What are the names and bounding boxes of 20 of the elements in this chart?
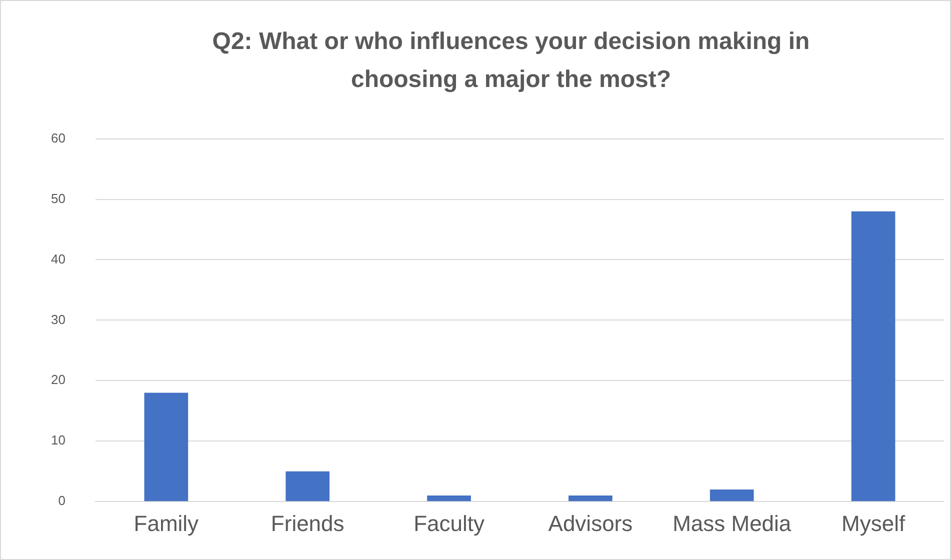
x-tick-label: Family <box>134 510 199 536</box>
bar <box>710 490 754 502</box>
x-tick-label: Advisors <box>548 510 633 536</box>
bar <box>286 471 330 502</box>
x-tick-label: Friends <box>270 510 344 536</box>
bar <box>568 496 612 502</box>
x-tick-label: Faculty <box>414 510 484 536</box>
y-tick-label: 50 <box>50 190 66 206</box>
x-tick-label: Myself <box>842 510 906 536</box>
bar <box>427 496 471 502</box>
chart-title: Q2: What or who influences your decision making in choosing a major the most? <box>211 27 811 95</box>
y-tick-label: 30 <box>50 312 66 327</box>
y-tick-label: 10 <box>50 432 66 448</box>
bar <box>851 211 896 502</box>
bar <box>144 392 188 502</box>
y-tick-label: 0 <box>58 493 66 508</box>
y-tick-label: 40 <box>50 251 66 266</box>
y-tick-label: 20 <box>50 372 66 388</box>
x-tick-label: Mass Media <box>672 510 792 536</box>
y-tick-label: 60 <box>50 130 66 146</box>
